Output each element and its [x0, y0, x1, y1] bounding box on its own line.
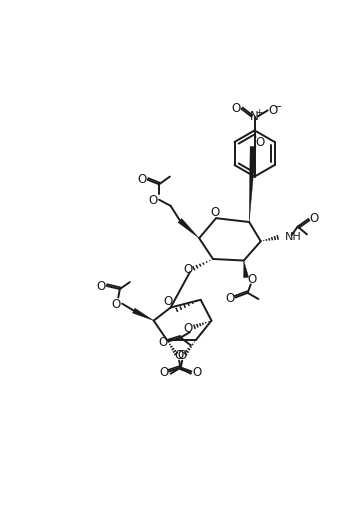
Text: O: O — [97, 280, 106, 293]
Text: O: O — [232, 102, 241, 115]
Polygon shape — [249, 146, 256, 222]
Text: O: O — [175, 349, 184, 362]
Polygon shape — [178, 219, 199, 238]
Text: N: N — [250, 110, 259, 123]
Text: O: O — [164, 295, 173, 308]
Text: O: O — [112, 298, 121, 311]
Text: O: O — [159, 366, 169, 378]
Text: O: O — [211, 206, 220, 219]
Text: O: O — [178, 349, 187, 362]
Text: O: O — [248, 272, 257, 286]
Text: O: O — [184, 322, 193, 335]
Text: O: O — [158, 336, 167, 349]
Text: O: O — [192, 366, 201, 378]
Text: O: O — [309, 212, 319, 226]
Text: O: O — [183, 263, 192, 276]
Text: O: O — [225, 292, 235, 305]
Text: O: O — [148, 194, 158, 207]
Polygon shape — [244, 260, 249, 278]
Text: +: + — [255, 108, 262, 117]
Polygon shape — [132, 308, 154, 321]
Text: O: O — [255, 136, 264, 149]
Text: O: O — [268, 104, 278, 117]
Text: O: O — [138, 173, 147, 186]
Text: NH: NH — [285, 232, 302, 242]
Text: −: − — [274, 102, 282, 112]
